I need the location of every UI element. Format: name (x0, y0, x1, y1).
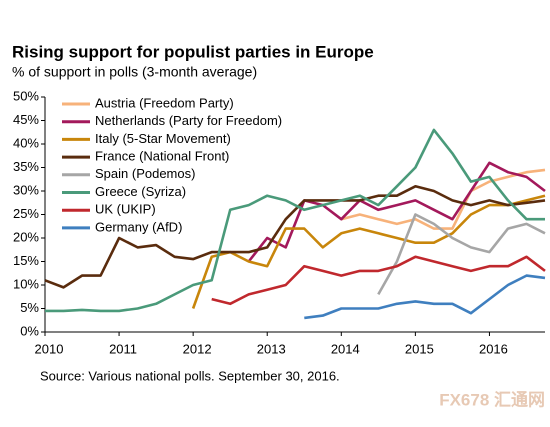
legend-label: France (National Front) (95, 149, 229, 164)
y-tick-label: 40% (13, 135, 39, 150)
x-tick-label: 2015 (405, 341, 434, 356)
x-tick-label: 2012 (183, 341, 212, 356)
x-tick-label: 2013 (257, 341, 286, 356)
series-line (304, 274, 546, 320)
y-tick-label: 20% (13, 229, 39, 244)
series-line (44, 185, 546, 289)
y-tick-label: 30% (13, 182, 39, 197)
legend-label: Netherlands (Party for Freedom) (95, 113, 282, 128)
source-note: Source: Various national polls. Septembe… (40, 368, 340, 383)
legend-label: Spain (Podemos) (95, 166, 195, 181)
y-tick-label: 15% (13, 253, 39, 268)
watermark: FX678 汇通网 (439, 390, 545, 409)
x-tick-label: 2010 (35, 341, 64, 356)
series-line (191, 194, 546, 309)
legend-label: Austria (Freedom Party) (95, 95, 234, 110)
y-tick-label: 5% (20, 300, 39, 315)
series-line (211, 255, 546, 306)
y-tick-label: 35% (13, 159, 39, 174)
series-line (377, 213, 546, 296)
series-line (247, 161, 546, 263)
series-line (340, 168, 546, 230)
x-tick-label: 2011 (109, 341, 137, 356)
legend-label: Germany (AfD) (95, 219, 182, 234)
y-tick-label: 50% (13, 88, 39, 103)
x-tick-label: 2016 (479, 341, 508, 356)
legend-label: Italy (5-Star Movement) (95, 131, 231, 146)
y-tick-label: 0% (20, 323, 39, 338)
y-tick-label: 10% (13, 276, 39, 291)
legend-label: UK (UKIP) (95, 202, 156, 217)
legend-label: Greece (Syriza) (95, 184, 186, 199)
y-tick-label: 45% (13, 112, 39, 127)
chart-subtitle: % of support in polls (3-month average) (12, 64, 257, 80)
x-tick-label: 2014 (331, 341, 360, 356)
y-tick-label: 25% (13, 206, 39, 221)
chart-title: Rising support for populist parties in E… (12, 42, 374, 61)
series-line (45, 128, 545, 313)
